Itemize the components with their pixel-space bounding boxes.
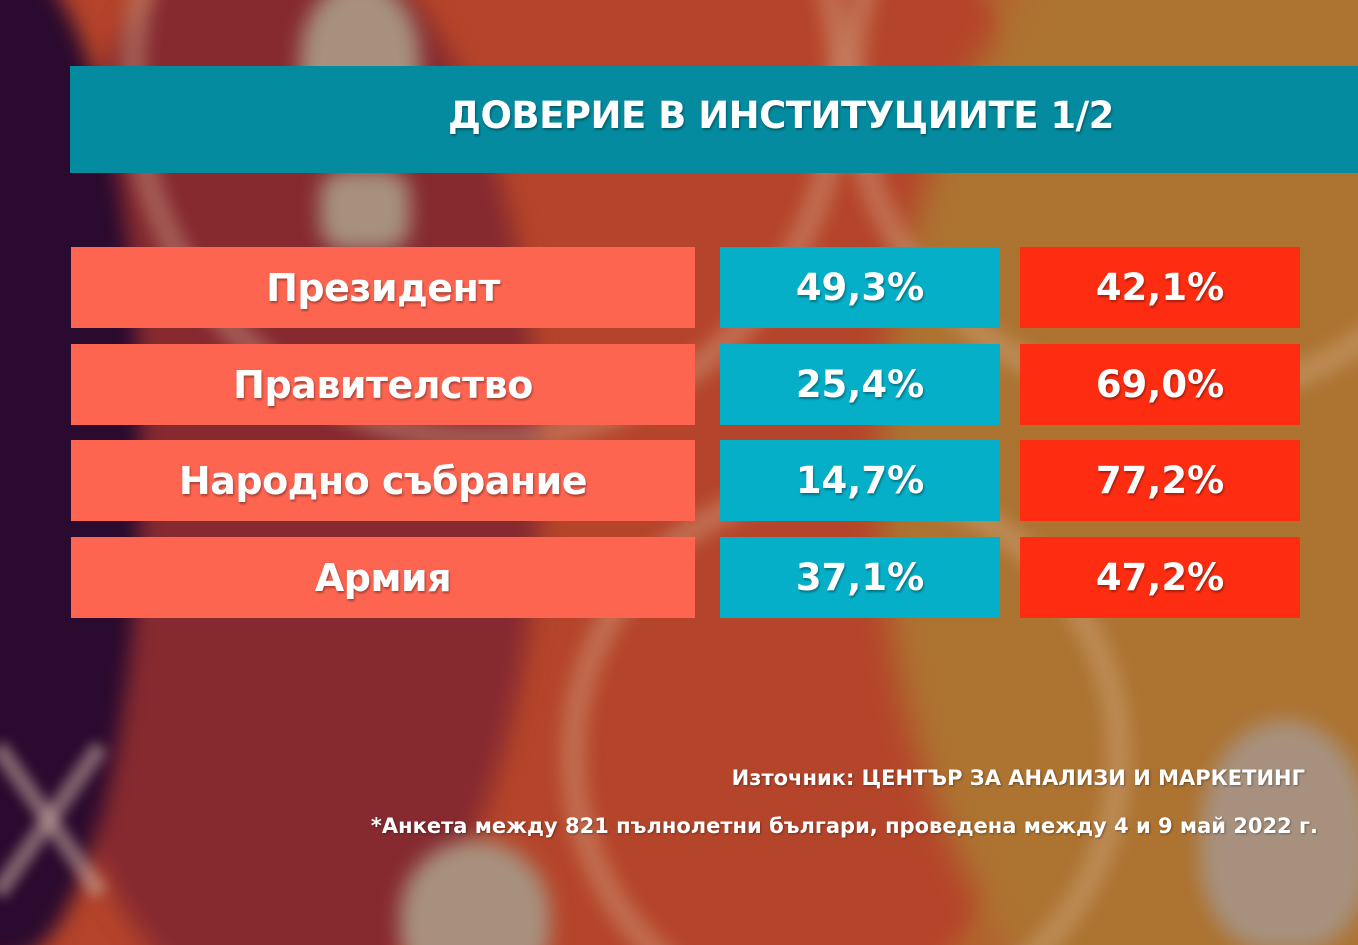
trust-value: 37,1% [720,537,1000,618]
institution-label: Народно събрание [71,440,695,521]
institution-label: Правителство [71,344,695,425]
survey-footnote: *Анкета между 821 пълнолетни българи, пр… [370,814,1318,838]
background-cross-shape [0,760,110,880]
distrust-value: 42,1% [1020,247,1300,328]
distrust-value: 47,2% [1020,537,1300,618]
institution-label: Президент [71,247,695,328]
background-person-silhouette [1200,720,1358,945]
trust-value: 49,3% [720,247,1000,328]
source-credit: Източник: ЦЕНТЪР ЗА АНАЛИЗИ И МАРКЕТИНГ [731,766,1305,790]
chart-title: ДОВЕРИЕ В ИНСТИТУЦИИТЕ 1/2 [448,94,1114,137]
title-banner: ДОВЕРИЕ В ИНСТИТУЦИИТЕ 1/2 [70,66,1358,173]
background-person-silhouette [320,170,410,250]
trust-value: 25,4% [720,344,1000,425]
distrust-value: 69,0% [1020,344,1300,425]
institution-label: Армия [71,537,695,618]
distrust-value: 77,2% [1020,440,1300,521]
trust-value: 14,7% [720,440,1000,521]
